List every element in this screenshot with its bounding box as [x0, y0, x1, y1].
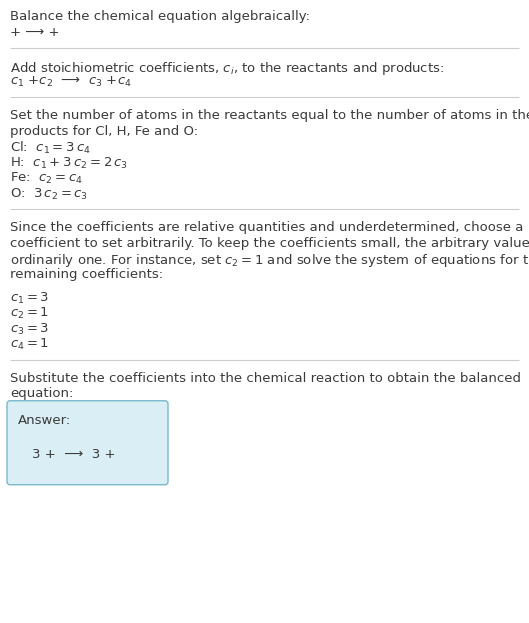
Text: coefficient to set arbitrarily. To keep the coefficients small, the arbitrary va: coefficient to set arbitrarily. To keep …: [10, 237, 529, 250]
Text: equation:: equation:: [10, 387, 74, 400]
Text: H:  $c_1 + 3\,c_2 = 2\,c_3$: H: $c_1 + 3\,c_2 = 2\,c_3$: [10, 156, 128, 171]
FancyBboxPatch shape: [7, 401, 168, 485]
Text: Substitute the coefficients into the chemical reaction to obtain the balanced: Substitute the coefficients into the che…: [10, 371, 521, 384]
Text: Balance the chemical equation algebraically:: Balance the chemical equation algebraica…: [10, 10, 310, 23]
Text: $c_4 = 1$: $c_4 = 1$: [10, 337, 49, 353]
Text: Set the number of atoms in the reactants equal to the number of atoms in the: Set the number of atoms in the reactants…: [10, 110, 529, 122]
Text: O:  $3\,c_2 = c_3$: O: $3\,c_2 = c_3$: [10, 187, 88, 202]
Text: Since the coefficients are relative quantities and underdetermined, choose a: Since the coefficients are relative quan…: [10, 221, 523, 234]
Text: remaining coefficients:: remaining coefficients:: [10, 268, 163, 280]
Text: $c_1 = 3$: $c_1 = 3$: [10, 291, 49, 306]
Text: Answer:: Answer:: [18, 414, 71, 427]
Text: Cl:  $c_1 = 3\,c_4$: Cl: $c_1 = 3\,c_4$: [10, 140, 91, 156]
Text: ordinarily one. For instance, set $c_2 = 1$ and solve the system of equations fo: ordinarily one. For instance, set $c_2 =…: [10, 252, 529, 269]
Text: 3 +  ⟶  3 +: 3 + ⟶ 3 +: [32, 448, 115, 461]
Text: Fe:  $c_2 = c_4$: Fe: $c_2 = c_4$: [10, 171, 83, 186]
Text: + ⟶ +: + ⟶ +: [10, 26, 59, 39]
Text: products for Cl, H, Fe and O:: products for Cl, H, Fe and O:: [10, 125, 198, 138]
Text: $c_2 = 1$: $c_2 = 1$: [10, 307, 49, 321]
Text: $c_1$ +$c_2$  ⟶  $c_3$ +$c_4$: $c_1$ +$c_2$ ⟶ $c_3$ +$c_4$: [10, 75, 132, 89]
Text: $c_3 = 3$: $c_3 = 3$: [10, 322, 49, 337]
Text: Add stoichiometric coefficients, $c_i$, to the reactants and products:: Add stoichiometric coefficients, $c_i$, …: [10, 60, 444, 77]
